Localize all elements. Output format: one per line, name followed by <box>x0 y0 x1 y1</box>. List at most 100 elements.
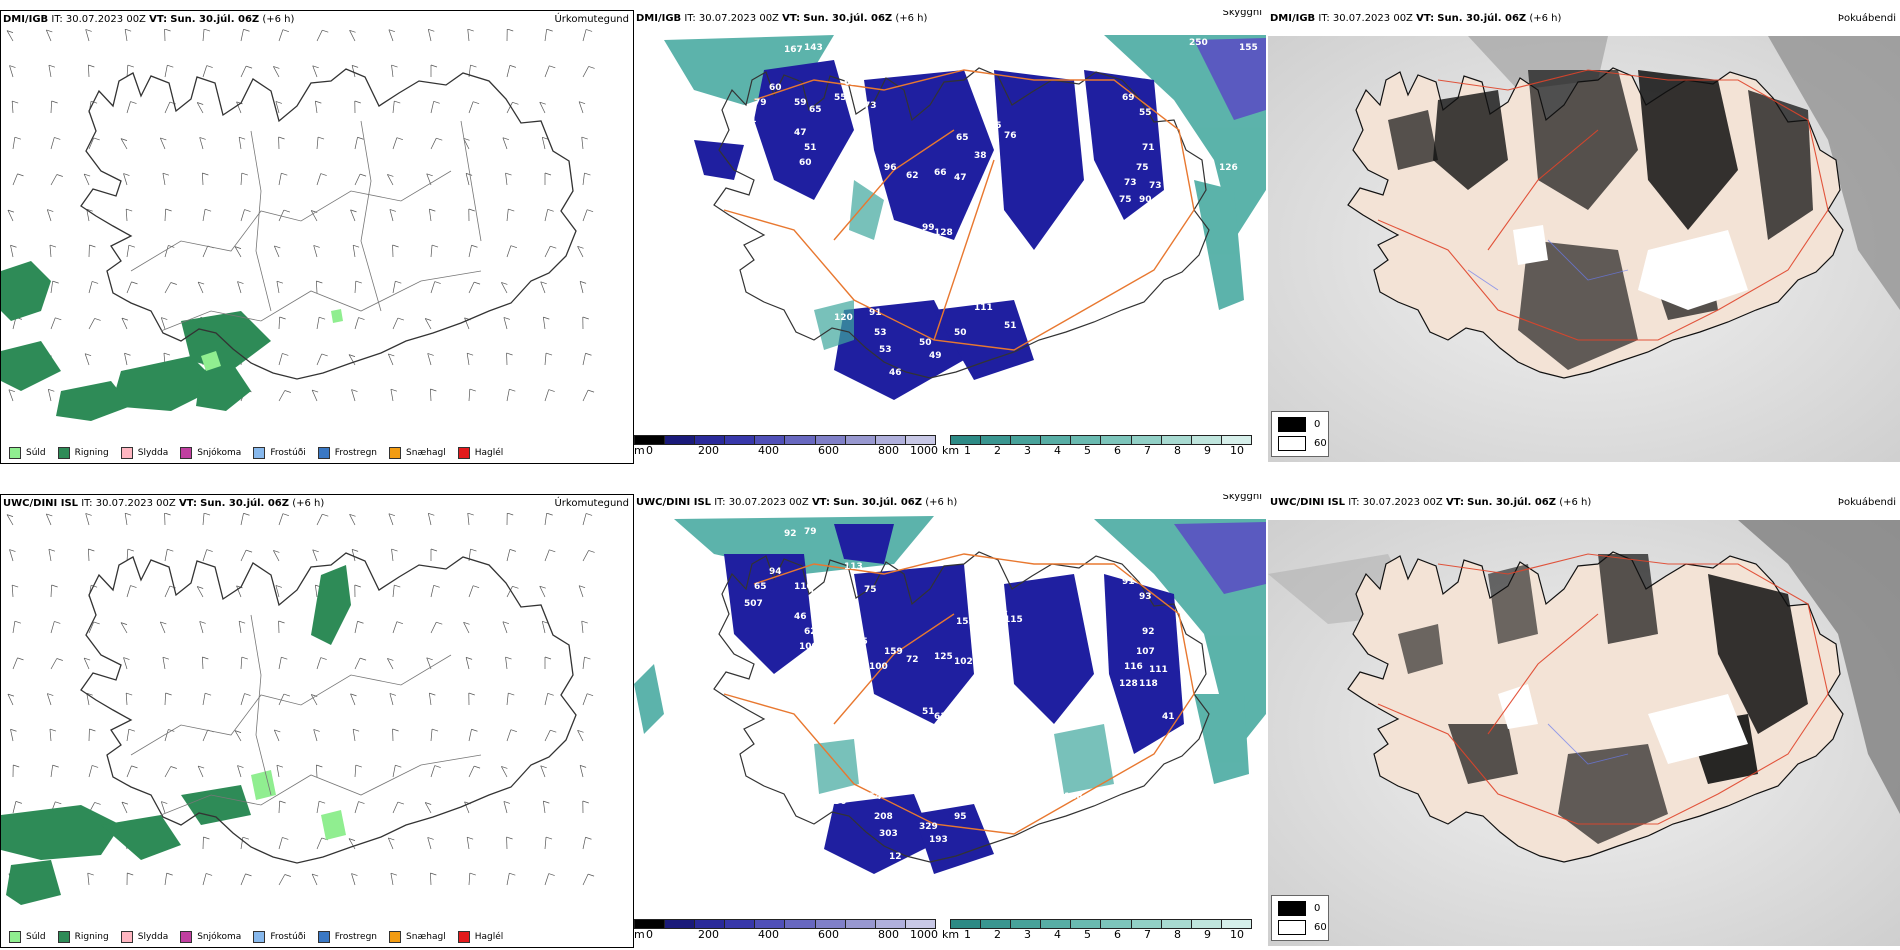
wind-barb-feather <box>125 512 132 516</box>
wind-barb-feather <box>433 100 440 104</box>
scale-tick: 10 <box>1230 444 1244 457</box>
scale-tick: 400 <box>758 928 779 941</box>
wind-barb <box>544 873 550 886</box>
scale-unit: m <box>634 928 645 941</box>
wind-barb-feather <box>430 64 438 68</box>
wind-barb <box>202 729 209 742</box>
wind-barb <box>349 514 356 526</box>
visibility-scale-m: m 0 200 400 600 800 1000 <box>634 435 944 457</box>
wind-barb <box>578 101 584 114</box>
wind-barb <box>427 837 432 850</box>
visibility-value-label: 85 <box>989 121 1002 131</box>
wind-barb-feather <box>197 586 204 589</box>
wind-barb-feather <box>48 388 55 392</box>
visibility-panel-bottom: UWC/DINI ISL IT: 30.07.2023 00Z VT: Sun.… <box>634 494 1266 946</box>
wind-barb-feather <box>275 585 283 588</box>
wind-barb-feather <box>12 584 19 588</box>
wind-barb-feather <box>315 100 322 104</box>
wind-barb <box>539 586 546 598</box>
wind-barb-feather <box>276 280 284 284</box>
wind-barb-feather <box>281 656 288 660</box>
visibility-value-label: 80 <box>1004 805 1017 815</box>
wind-barb <box>581 621 584 634</box>
init-time: 30.07.2023 00Z <box>95 498 176 509</box>
wind-barb-feather <box>165 208 172 212</box>
wind-barb <box>387 658 394 670</box>
wind-barb <box>88 765 93 778</box>
wind-barb-feather <box>202 172 209 176</box>
wind-barb-feather <box>163 352 171 356</box>
wind-barb-feather <box>202 656 209 660</box>
scale-tick: 1 <box>964 928 971 941</box>
wind-barb-feather <box>9 65 16 68</box>
product-name: Skyggni <box>1222 10 1262 18</box>
visibility-value-label: 51 <box>804 143 817 153</box>
wind-barb <box>579 765 584 778</box>
scale-cell <box>905 920 935 928</box>
wind-barb-feather <box>273 66 280 69</box>
wind-barb <box>278 693 285 706</box>
visibility-value-label: 167 <box>784 45 803 55</box>
scale-cell <box>1191 920 1222 928</box>
legend-swatch-drizzle <box>9 931 21 943</box>
wind-barb <box>544 29 548 42</box>
wind-barb <box>50 658 58 670</box>
scale-tick: 3 <box>1024 928 1031 941</box>
wind-barb <box>350 693 356 706</box>
wind-barb <box>310 694 318 706</box>
wind-barb-feather <box>471 728 478 732</box>
panel-header: DMI/IGB IT: 30.07.2023 00Z VT: Sun. 30.j… <box>1 11 633 29</box>
scale-cell <box>755 920 786 928</box>
wind-barb <box>313 245 318 258</box>
wind-barb-feather <box>86 692 93 696</box>
wind-barb-feather <box>428 28 435 32</box>
visibility-value-label: 46 <box>889 368 902 378</box>
visibility-value-label: 69 <box>1024 313 1037 323</box>
wind-barb-feather <box>470 548 477 552</box>
wind-barb <box>240 693 245 706</box>
wind-barb <box>506 102 513 114</box>
valid-time: Sun. 30.júl. 06Z <box>833 497 922 508</box>
legend-swatch-fog-60 <box>1278 436 1306 451</box>
visibility-value-label: 91 <box>1122 577 1135 587</box>
wind-barb-feather <box>87 872 94 876</box>
wind-barb-feather <box>127 64 134 68</box>
wind-barb-feather <box>10 244 17 248</box>
wind-barb-feather <box>86 208 93 212</box>
visibility-value-label: 51 <box>859 757 872 767</box>
wind-barb-feather <box>429 692 436 696</box>
wind-barb-feather <box>131 281 138 285</box>
wind-barb-feather <box>130 585 137 588</box>
wind-barb-feather <box>585 29 593 32</box>
wind-barb-feather <box>430 548 438 552</box>
wind-barb-feather <box>396 621 404 624</box>
wind-barb <box>468 281 475 294</box>
wind-barb <box>83 173 90 186</box>
scale-cell <box>815 436 846 444</box>
scale-tick: 200 <box>698 444 719 457</box>
wind-barb <box>86 693 90 706</box>
wind-barb-feather <box>502 621 510 625</box>
visibility-value-label: 126 <box>1219 163 1238 173</box>
scale-cell <box>1011 436 1042 444</box>
valid-time: Sun. 30.júl. 06Z <box>803 13 893 24</box>
visibility-value-label: 216 <box>914 278 933 288</box>
visibility-value-label: 159 <box>884 647 903 657</box>
wind-barb <box>391 549 394 562</box>
wind-barb-feather <box>165 692 172 696</box>
wind-barb-feather <box>88 64 95 68</box>
wind-barb <box>278 353 283 366</box>
wind-barb <box>126 65 129 78</box>
wind-barb-feather <box>425 802 432 805</box>
visibility-value-label: 52 <box>974 787 987 797</box>
wind-barb <box>503 801 508 814</box>
wind-barb-feather <box>501 282 508 285</box>
visibility-value-label: 105 <box>849 637 868 647</box>
wind-barb <box>6 30 14 42</box>
wind-barb-feather <box>274 729 281 733</box>
wind-barb-feather <box>472 585 480 589</box>
visibility-value-label: 92 <box>869 178 882 188</box>
visibility-value-label: 73 <box>864 101 877 111</box>
wind-barb-feather <box>282 837 289 840</box>
scale-tick: 1000 <box>910 928 938 941</box>
